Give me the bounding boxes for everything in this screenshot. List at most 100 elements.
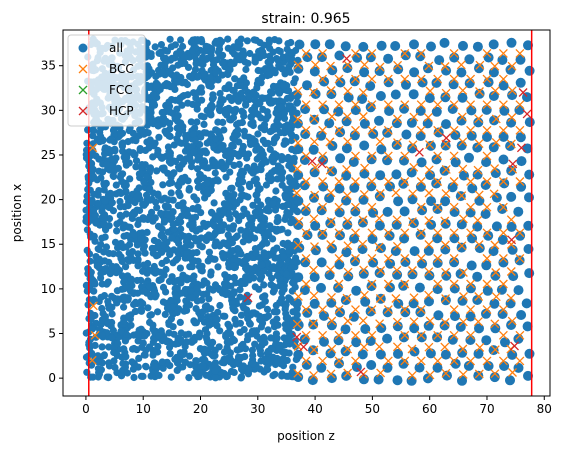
atom-point bbox=[277, 164, 285, 172]
atom-point bbox=[234, 353, 243, 361]
atom-point bbox=[206, 232, 214, 240]
atom-point bbox=[456, 67, 467, 78]
atom-point bbox=[269, 200, 277, 208]
bcc-marker bbox=[360, 60, 369, 70]
atom-point bbox=[524, 348, 535, 359]
atom-point bbox=[164, 143, 172, 151]
atom-point bbox=[245, 366, 253, 374]
atom-point bbox=[110, 357, 118, 365]
atom-point bbox=[192, 227, 200, 235]
atom-point bbox=[220, 126, 228, 134]
atom-point bbox=[376, 144, 387, 155]
atom-point bbox=[221, 109, 229, 117]
bcc-marker bbox=[498, 74, 508, 84]
atom-point bbox=[214, 127, 222, 135]
atom-point bbox=[159, 298, 167, 306]
atom-point bbox=[423, 373, 433, 384]
bcc-marker bbox=[458, 369, 468, 379]
atom-point bbox=[251, 208, 259, 216]
atom-point bbox=[224, 240, 232, 249]
bcc-marker bbox=[515, 356, 525, 366]
bcc-marker bbox=[408, 140, 418, 150]
atom-point bbox=[165, 98, 173, 106]
bcc-marker bbox=[441, 267, 451, 277]
atom-point bbox=[118, 140, 126, 148]
x-tick-label: 80 bbox=[537, 402, 552, 416]
atom-point bbox=[472, 41, 483, 52]
atom-point bbox=[98, 331, 106, 339]
atom-point bbox=[466, 260, 477, 271]
atom-point bbox=[272, 187, 280, 195]
atom-point bbox=[157, 196, 166, 204]
atom-point bbox=[225, 156, 233, 164]
bcc-marker bbox=[482, 279, 492, 289]
bcc-marker bbox=[482, 74, 492, 84]
atom-point bbox=[357, 349, 368, 360]
bcc-marker bbox=[292, 319, 302, 329]
atom-point bbox=[98, 343, 106, 351]
bcc-marker bbox=[425, 370, 435, 380]
legend: all BCC FCC HCP bbox=[67, 34, 146, 127]
atom-point bbox=[108, 334, 116, 342]
bcc-marker bbox=[507, 61, 517, 71]
atom-point bbox=[426, 219, 437, 230]
atom-point bbox=[240, 257, 248, 265]
bcc-marker bbox=[424, 61, 434, 71]
bcc-marker bbox=[301, 202, 311, 212]
atom-point bbox=[151, 139, 159, 147]
atom-point bbox=[123, 231, 131, 240]
atom-point bbox=[151, 43, 159, 51]
legend-label: HCP bbox=[109, 104, 134, 118]
atom-point bbox=[167, 43, 175, 51]
atom-point bbox=[84, 126, 92, 134]
atom-point bbox=[433, 127, 444, 138]
atom-point bbox=[200, 120, 208, 128]
atom-point bbox=[159, 364, 167, 372]
atom-point bbox=[376, 40, 387, 51]
bcc-marker bbox=[482, 48, 492, 58]
atom-point bbox=[293, 208, 302, 216]
atom-point bbox=[245, 221, 253, 229]
atom-point bbox=[227, 149, 235, 157]
atom-point bbox=[383, 77, 394, 88]
atom-point bbox=[351, 337, 362, 348]
hcp-marker bbox=[441, 133, 451, 143]
bcc-marker bbox=[407, 266, 417, 275]
atom-point bbox=[294, 39, 305, 50]
atom-point bbox=[414, 362, 425, 373]
atom-point bbox=[131, 307, 139, 316]
atom-point bbox=[149, 153, 157, 161]
atom-point bbox=[211, 367, 219, 375]
atom-point bbox=[280, 109, 288, 117]
bcc-marker bbox=[326, 216, 336, 226]
atom-point bbox=[252, 249, 260, 257]
bcc-marker bbox=[392, 215, 402, 225]
atom-point bbox=[500, 337, 510, 348]
atom-point bbox=[281, 137, 289, 145]
atom-point bbox=[255, 165, 263, 173]
atom-point bbox=[113, 227, 121, 235]
atom-point bbox=[129, 345, 137, 353]
bcc-marker bbox=[441, 189, 451, 199]
atom-point bbox=[238, 191, 246, 199]
atom-point bbox=[463, 360, 474, 371]
atom-point bbox=[253, 180, 261, 189]
atom-point bbox=[99, 168, 107, 176]
bcc-marker bbox=[334, 202, 344, 212]
bcc-marker bbox=[400, 100, 410, 110]
atom-point bbox=[120, 297, 128, 305]
bcc-marker bbox=[310, 242, 319, 252]
atom-point bbox=[190, 148, 198, 156]
atom-point bbox=[166, 343, 174, 351]
atom-point bbox=[162, 58, 170, 66]
atom-point bbox=[263, 305, 272, 313]
atom-point bbox=[270, 308, 278, 316]
bcc-marker bbox=[506, 215, 516, 225]
bcc-marker bbox=[458, 137, 468, 147]
atom-point bbox=[89, 132, 97, 140]
atom-point bbox=[126, 175, 134, 183]
bcc-marker bbox=[506, 139, 516, 149]
atom-point bbox=[385, 258, 396, 269]
atom-point bbox=[155, 133, 163, 141]
atom-point bbox=[150, 99, 158, 107]
